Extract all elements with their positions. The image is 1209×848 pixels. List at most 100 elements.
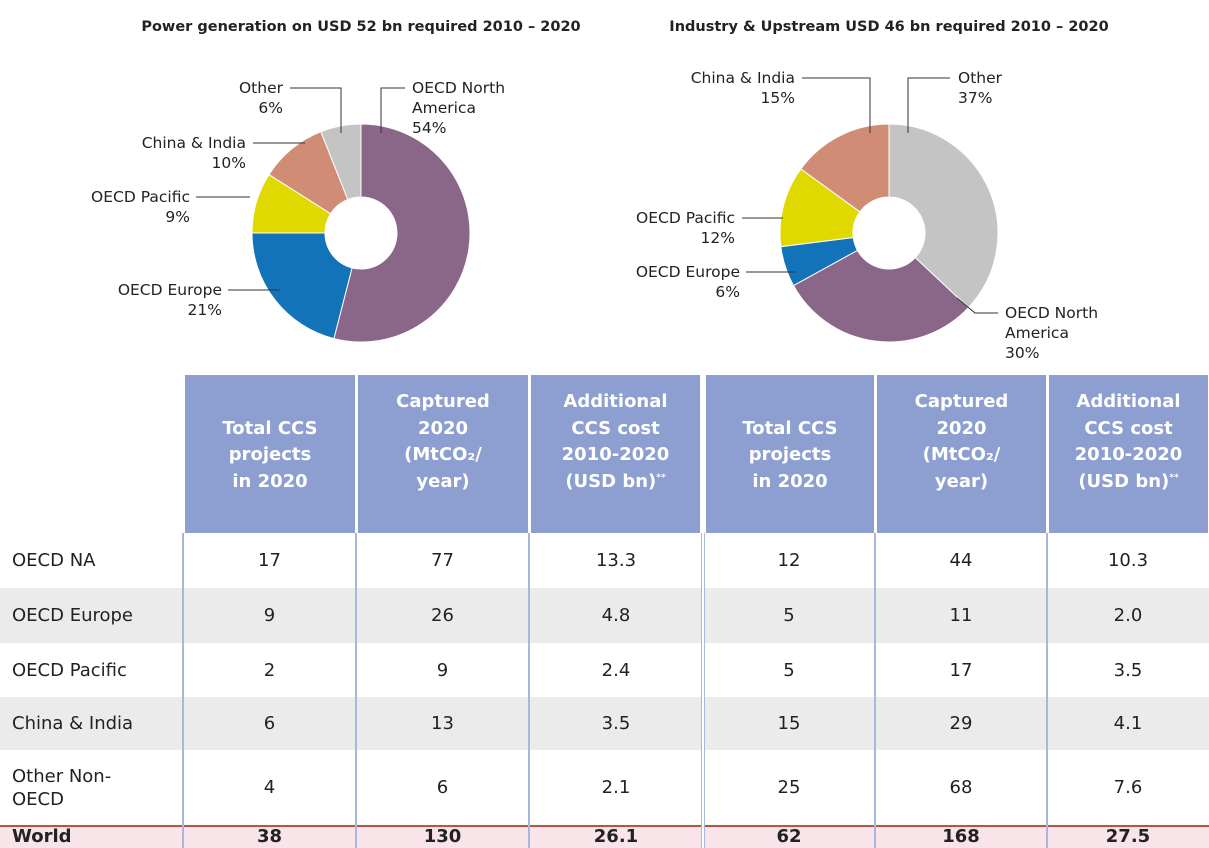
column-separator bbox=[1046, 533, 1048, 848]
slice-percent: 21% bbox=[187, 301, 222, 319]
donut-slice bbox=[320, 123, 362, 201]
data-cell: 7.6 bbox=[1047, 750, 1209, 825]
leader-line bbox=[956, 297, 998, 314]
header-line: Total CCS bbox=[742, 417, 838, 439]
data-cell: 62 bbox=[703, 825, 875, 848]
slice-percent: 10% bbox=[211, 154, 246, 172]
cell-value: 26.1 bbox=[593, 826, 639, 847]
column-separator bbox=[355, 533, 357, 848]
data-cell: 6 bbox=[183, 697, 356, 750]
row-label: China & India bbox=[12, 713, 134, 734]
slice-name: Other bbox=[958, 69, 1003, 87]
header-cell: Total CCS projects in 2020 bbox=[185, 375, 355, 533]
column-separator bbox=[874, 533, 876, 848]
row-background bbox=[0, 643, 1209, 697]
cell-value: 13 bbox=[431, 713, 454, 734]
data-cell: 77 bbox=[356, 533, 529, 588]
slice-label: OECD Pacific 9% bbox=[70, 187, 190, 227]
slice-percent: 37% bbox=[958, 89, 993, 107]
data-cell: 29 bbox=[875, 697, 1047, 750]
header-line: CCS cost bbox=[571, 417, 660, 439]
header-line: year) bbox=[416, 470, 470, 492]
cell-value: 68 bbox=[949, 777, 973, 798]
header-line: (MtCO₂/ bbox=[922, 444, 1001, 465]
data-cell: 27.5 bbox=[1047, 825, 1209, 848]
cell-value: 168 bbox=[942, 826, 980, 847]
slice-name: OECD North America bbox=[412, 79, 506, 117]
cell-value: 5 bbox=[783, 659, 795, 681]
slice-name: China & India bbox=[690, 69, 795, 87]
row-label-cell: OECD NA bbox=[0, 533, 183, 588]
cell-value: 4.1 bbox=[1113, 713, 1143, 734]
header-line: in 2020 bbox=[752, 470, 828, 492]
slice-name: OECD Europe bbox=[117, 281, 222, 299]
data-cell: 12 bbox=[703, 533, 875, 588]
cell-value: 38 bbox=[256, 826, 283, 847]
header-line: in 2020 bbox=[232, 470, 308, 492]
row-background bbox=[0, 697, 1209, 750]
header-line: Additional bbox=[563, 391, 668, 412]
header-line: projects bbox=[228, 444, 312, 465]
donut-slice bbox=[251, 232, 353, 340]
row-label: Other Non-OECD bbox=[12, 765, 112, 810]
column-separator bbox=[528, 533, 530, 848]
slice-percent: 54% bbox=[412, 119, 447, 137]
slice-label: OECD Europe 6% bbox=[620, 262, 740, 302]
data-cell: 25 bbox=[703, 750, 875, 825]
data-cell: 11 bbox=[875, 588, 1047, 643]
slice-label: OECD Pacific 12% bbox=[615, 208, 735, 248]
row-background bbox=[0, 588, 1209, 643]
cell-value: 6 bbox=[263, 713, 276, 734]
header-cell: Additional CCS cost 2010-2020 (USD bn)** bbox=[1049, 375, 1208, 533]
header-cell: Captured 2020 (MtCO₂/year) bbox=[877, 375, 1046, 533]
slice-label: Other 6% bbox=[163, 78, 283, 118]
slice-percent: 30% bbox=[1005, 344, 1040, 362]
data-cell: 5 bbox=[703, 643, 875, 697]
header-line: (USD bn)** bbox=[1078, 470, 1179, 492]
donut-slice bbox=[888, 123, 999, 309]
cell-value: 7.6 bbox=[1113, 777, 1143, 798]
chart-title: Power generation on USD 52 bn required 2… bbox=[141, 19, 581, 35]
slice-label: Other 37% bbox=[958, 68, 1078, 108]
slice-label: OECD North America 30% bbox=[1005, 303, 1125, 363]
data-cell: 17 bbox=[183, 533, 356, 588]
cell-value: 5 bbox=[783, 605, 795, 626]
data-cell: 3.5 bbox=[529, 697, 703, 750]
row-label-cell: OECD Pacific bbox=[0, 643, 183, 697]
cell-value: 29 bbox=[949, 713, 973, 734]
slice-name: OECD Europe bbox=[635, 263, 740, 281]
cell-value: 9 bbox=[263, 605, 276, 626]
cell-value: 62 bbox=[776, 826, 802, 847]
leader-line bbox=[802, 77, 871, 133]
slice-label: China & India 10% bbox=[126, 133, 246, 173]
header-line: (USD bn)** bbox=[565, 470, 666, 492]
cell-value: 130 bbox=[423, 826, 462, 847]
data-cell: 9 bbox=[356, 643, 529, 697]
data-cell: 38 bbox=[183, 825, 356, 848]
data-cell: 2.0 bbox=[1047, 588, 1209, 643]
data-cell: 6 bbox=[356, 750, 529, 825]
cell-value: 12 bbox=[777, 550, 801, 571]
leader-line bbox=[380, 87, 405, 133]
data-cell: 5 bbox=[703, 588, 875, 643]
header-line: CCS cost bbox=[1084, 417, 1173, 439]
cell-value: 17 bbox=[949, 659, 973, 681]
cell-value: 9 bbox=[436, 659, 449, 681]
data-cell: 2.4 bbox=[529, 643, 703, 697]
row-label-cell: World bbox=[0, 825, 183, 848]
data-cell: 10.3 bbox=[1047, 533, 1209, 588]
data-cell: 68 bbox=[875, 750, 1047, 825]
cell-value: 77 bbox=[431, 550, 454, 571]
header-note: ** bbox=[1169, 472, 1179, 483]
cell-value: 27.5 bbox=[1105, 826, 1151, 847]
row-label-cell: OECD Europe bbox=[0, 588, 183, 643]
data-cell: 44 bbox=[875, 533, 1047, 588]
cell-value: 44 bbox=[949, 550, 973, 571]
cell-value: 2.1 bbox=[601, 777, 631, 798]
row-label: World bbox=[12, 826, 72, 847]
donut-slice bbox=[333, 123, 471, 343]
header-line: (MtCO₂/ bbox=[404, 444, 482, 465]
header-line: Captured bbox=[396, 391, 490, 412]
header-note: ** bbox=[656, 472, 666, 483]
slice-percent: 12% bbox=[700, 229, 735, 247]
